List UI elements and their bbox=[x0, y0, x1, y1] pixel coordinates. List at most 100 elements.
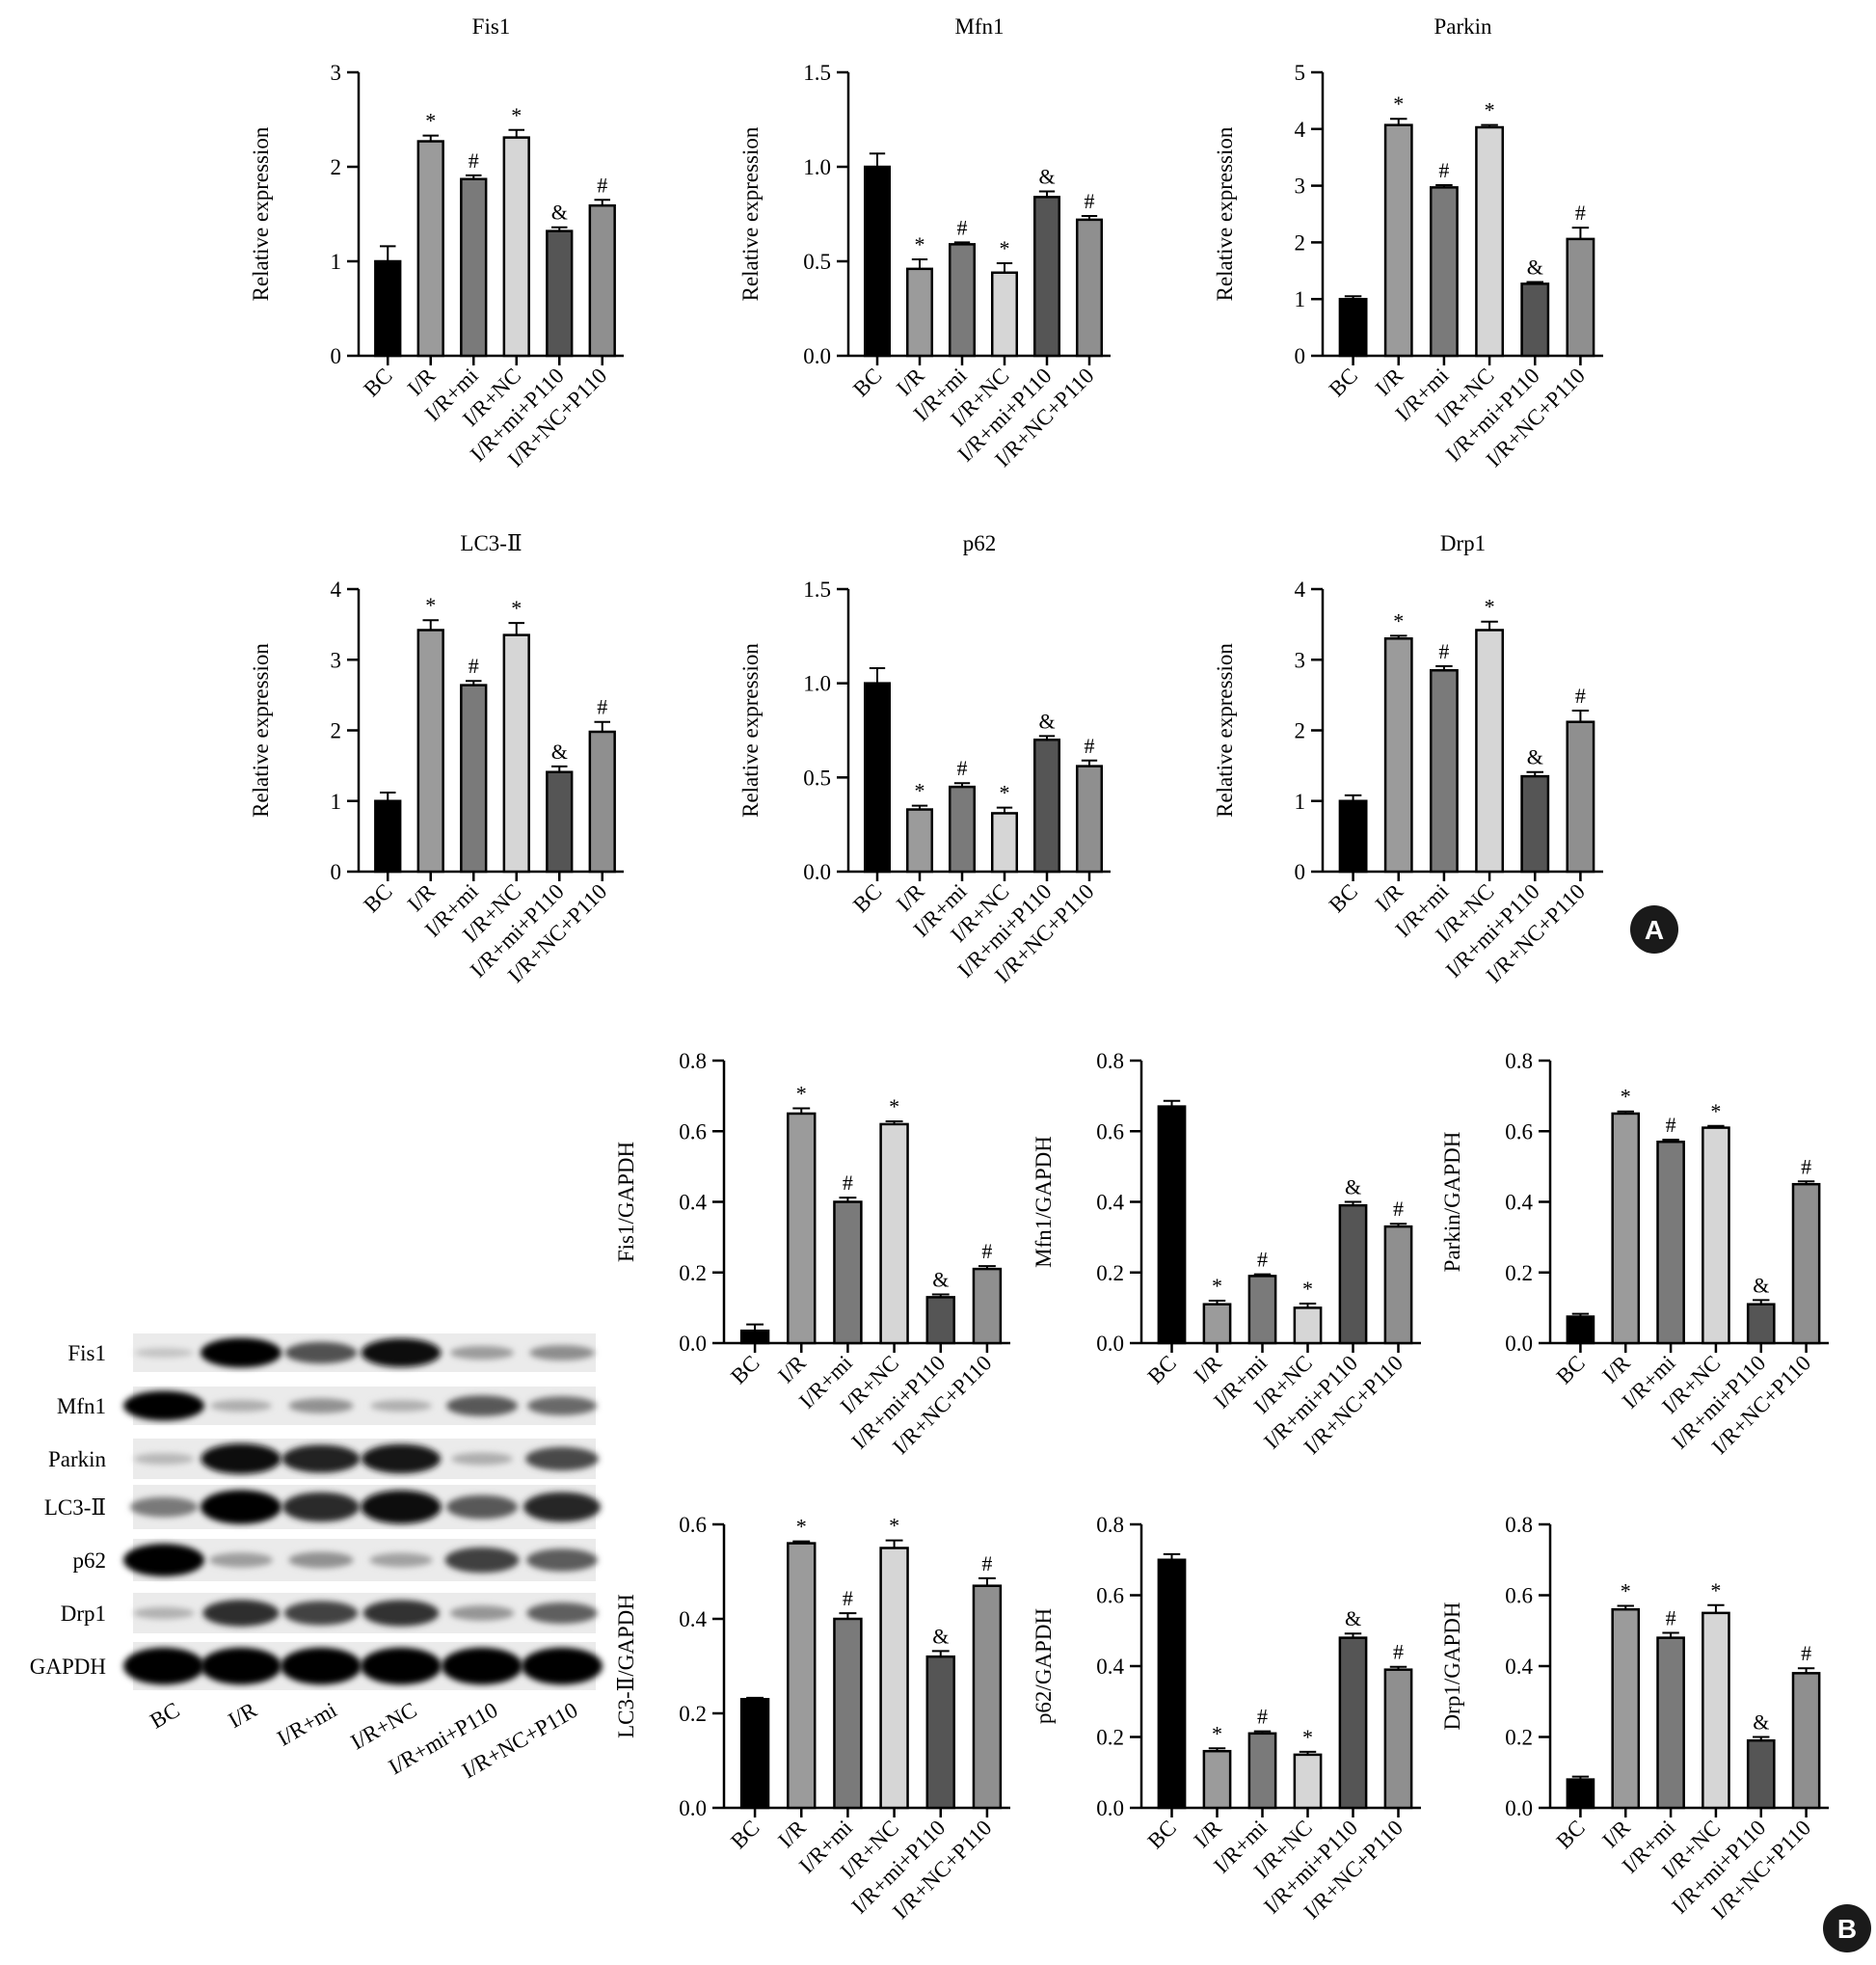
y-axis-label: p62/GAPDH bbox=[1032, 1608, 1056, 1724]
bar-i-r-mi bbox=[833, 1617, 863, 1810]
bar-i-r-nc-p110 bbox=[1075, 218, 1104, 358]
bar-i-r-nc-p110 bbox=[1566, 720, 1595, 874]
y-tick-label: 1 bbox=[331, 790, 342, 814]
chart-title: Mfn1 bbox=[954, 14, 1004, 39]
y-tick-label: 0.8 bbox=[679, 1049, 707, 1073]
y-tick-label: 0.6 bbox=[1505, 1584, 1533, 1608]
y-tick-label: 0.2 bbox=[1096, 1726, 1124, 1750]
bar-bc bbox=[863, 682, 892, 874]
blot-band bbox=[526, 1602, 598, 1624]
y-tick-label: 4 bbox=[1295, 118, 1306, 142]
y-axis-label: Drp1/GAPDH bbox=[1440, 1602, 1464, 1731]
y-tick-label: 0.8 bbox=[1505, 1049, 1533, 1073]
significance-mark: * bbox=[425, 109, 436, 133]
bar-i-r-nc-p110 bbox=[1791, 1182, 1821, 1345]
significance-mark: & bbox=[1753, 1710, 1769, 1735]
x-tick-label: BC bbox=[1325, 363, 1362, 401]
significance-mark: # bbox=[1666, 1605, 1676, 1629]
x-tick-label: I/R bbox=[1371, 878, 1408, 916]
bar-i-r bbox=[416, 140, 444, 358]
blot-lane-label: I/R+mi bbox=[273, 1698, 340, 1751]
significance-mark: * bbox=[1393, 608, 1404, 633]
chart-drp1-gapdh: Drp1/GAPDH0.00.20.40.60.8BC*I/R#I/R+mi*I… bbox=[1440, 1513, 1829, 1924]
bar-i-r bbox=[1383, 123, 1413, 358]
blot-band bbox=[202, 1600, 280, 1627]
y-axis-label: Relative expression bbox=[1213, 126, 1237, 301]
bar-i-r-nc-p110 bbox=[1383, 1668, 1413, 1810]
significance-mark: * bbox=[796, 1081, 807, 1105]
blot-row-drp1: Drp1 bbox=[61, 1593, 598, 1633]
blot-row-fis1: Fis1 bbox=[67, 1333, 596, 1372]
blot-protein-label: Parkin bbox=[48, 1447, 107, 1471]
x-tick-label: BC bbox=[1552, 1351, 1590, 1388]
blot-band bbox=[288, 1551, 354, 1569]
bar-i-r bbox=[905, 808, 934, 874]
y-tick-label: 1.5 bbox=[803, 61, 831, 85]
y-tick-label: 0.0 bbox=[679, 1332, 707, 1356]
blot-protein-label: LC3-Ⅱ bbox=[44, 1495, 106, 1520]
panel-label-a: A bbox=[1630, 905, 1678, 954]
significance-mark: # bbox=[843, 1586, 853, 1610]
y-tick-label: 3 bbox=[331, 61, 342, 85]
chart-parkin-gapdh: Parkin/GAPDH0.00.20.40.60.8BC*I/R#I/R+mi… bbox=[1440, 1049, 1829, 1459]
y-tick-label: 2 bbox=[331, 155, 342, 179]
y-tick-label: 4 bbox=[1295, 578, 1306, 602]
y-tick-label: 0.2 bbox=[679, 1261, 707, 1285]
y-tick-label: 1 bbox=[331, 250, 342, 274]
significance-mark: # bbox=[1257, 1248, 1268, 1272]
bar-i-r-mi bbox=[460, 177, 488, 358]
x-tick-label: I/R bbox=[1371, 363, 1408, 400]
bar-bc bbox=[374, 799, 402, 874]
y-tick-label: 0.5 bbox=[803, 250, 831, 274]
significance-mark: & bbox=[551, 201, 568, 225]
bar-i-r-mi-p110 bbox=[1746, 1738, 1776, 1810]
blot-band bbox=[201, 1647, 281, 1685]
bar-i-r bbox=[787, 1542, 817, 1810]
x-tick-label: BC bbox=[1143, 1351, 1181, 1388]
bar-i-r bbox=[787, 1112, 817, 1345]
bar-i-r-mi bbox=[1656, 1140, 1685, 1345]
y-tick-label: 0.2 bbox=[1096, 1261, 1124, 1285]
y-tick-label: 3 bbox=[331, 648, 342, 672]
blot-band bbox=[442, 1647, 523, 1685]
chart-title: p62 bbox=[963, 531, 997, 555]
y-tick-label: 1.0 bbox=[803, 155, 831, 179]
bar-bc bbox=[374, 259, 402, 358]
significance-mark: # bbox=[1393, 1197, 1404, 1221]
blot-band bbox=[527, 1396, 597, 1415]
blot-row-parkin: Parkin bbox=[48, 1439, 599, 1479]
bar-i-r-nc bbox=[1293, 1306, 1323, 1345]
y-tick-label: 1 bbox=[1295, 790, 1306, 814]
bar-i-r-mi-p110 bbox=[1520, 283, 1550, 358]
chart-title: Fis1 bbox=[472, 14, 511, 39]
bar-i-r-nc bbox=[879, 1547, 909, 1810]
bar-bc bbox=[1338, 799, 1368, 874]
blot-row-gapdh: GAPDH bbox=[30, 1642, 603, 1690]
blot-band bbox=[451, 1452, 513, 1466]
chart-lc3-gapdh: LC3-Ⅱ/GAPDH0.00.20.40.6BC*I/R#I/R+mi*I/R… bbox=[614, 1513, 1010, 1924]
significance-mark: & bbox=[1753, 1273, 1769, 1297]
significance-mark: # bbox=[1085, 734, 1095, 758]
blot-lane-label: I/R bbox=[225, 1697, 262, 1733]
x-tick-label: BC bbox=[1552, 1816, 1590, 1853]
y-tick-label: 0 bbox=[331, 860, 342, 884]
y-tick-label: 0.0 bbox=[803, 860, 831, 884]
x-tick-label: I/R bbox=[773, 1350, 811, 1387]
significance-mark: # bbox=[957, 215, 968, 239]
significance-mark: & bbox=[1345, 1606, 1361, 1630]
bar-i-r-mi-p110 bbox=[1032, 739, 1061, 874]
y-axis-label: Relative expression bbox=[738, 126, 763, 301]
blot-protein-label: Drp1 bbox=[61, 1602, 106, 1626]
blot-protein-label: Fis1 bbox=[67, 1341, 106, 1365]
y-tick-label: 1 bbox=[1295, 287, 1306, 311]
y-tick-label: 0.0 bbox=[1096, 1796, 1124, 1820]
bar-i-r-nc bbox=[1702, 1611, 1730, 1810]
significance-mark: & bbox=[551, 740, 568, 764]
bar-i-r bbox=[1383, 637, 1413, 874]
x-tick-label: I/R bbox=[773, 1815, 811, 1852]
significance-mark: * bbox=[511, 596, 522, 620]
blot-band bbox=[134, 1348, 194, 1358]
blot-band bbox=[446, 1494, 518, 1520]
bar-i-r-mi-p110 bbox=[925, 1296, 955, 1345]
